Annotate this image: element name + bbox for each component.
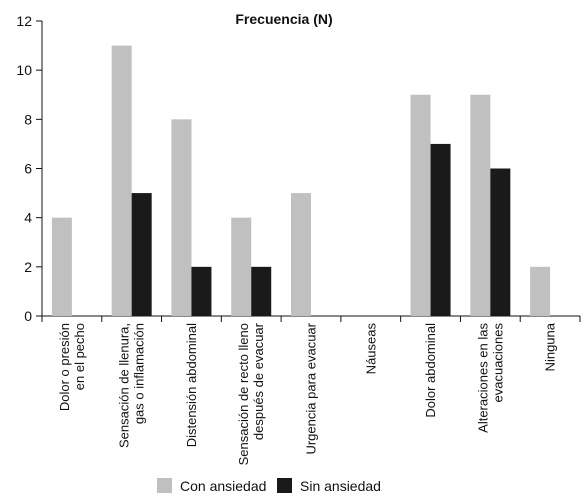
bar-sin-ansiedad [430, 143, 451, 316]
y-tick-label: 10 [16, 62, 32, 78]
category-label: gas o inflamación [132, 323, 147, 424]
y-tick-label: 0 [24, 308, 32, 324]
bar-con-ansiedad [530, 266, 551, 316]
chart-title: Frecuencia (N) [235, 11, 332, 27]
bar-con-ansiedad [291, 193, 311, 316]
category-label: Ninguna [543, 322, 558, 371]
category-label: Distensión abdominal [184, 323, 199, 447]
bar-con-ansiedad [231, 217, 252, 316]
category-label: Sensación de llenura, [117, 323, 132, 448]
y-tick-label: 2 [24, 259, 32, 275]
bar-con-ansiedad [470, 94, 491, 316]
y-tick-label: 4 [24, 210, 32, 226]
category-label: Dolor o presión [57, 323, 72, 411]
bar-sin-ansiedad [251, 266, 272, 316]
legend-label-sin-ansiedad: Sin ansiedad [300, 478, 381, 494]
category-label: después de evacuar [251, 322, 266, 440]
category-label: Urgencia para evacuar [304, 322, 319, 454]
legend-label-con-ansiedad: Con ansiedad [180, 478, 266, 494]
legend: Con ansiedad Sin ansiedad [157, 478, 381, 494]
category-label: Dolor abdominal [423, 323, 438, 418]
bars-group [51, 45, 551, 316]
y-tick-label: 6 [24, 161, 32, 177]
category-label: Alteraciones en las [475, 323, 490, 433]
category-label: Náuseas [363, 323, 378, 375]
category-label: en el pecho [72, 323, 87, 390]
bar-con-ansiedad [410, 94, 431, 316]
category-labels: Dolor o presión en el pecho Sensación de l… [57, 322, 558, 465]
y-tick-label: 8 [24, 111, 32, 127]
y-tick-label: 12 [16, 13, 32, 29]
bar-con-ansiedad [51, 217, 72, 316]
bar-con-ansiedad [171, 119, 192, 316]
legend-swatch-sin-ansiedad [277, 478, 292, 493]
category-label: evacuaciones [490, 323, 505, 403]
bar-con-ansiedad [111, 45, 132, 316]
bar-sin-ansiedad [191, 266, 212, 316]
bar-sin-ansiedad [490, 168, 511, 316]
bar-sin-ansiedad [131, 193, 152, 316]
category-label: Sensación de recto lleno [236, 323, 251, 465]
legend-swatch-con-ansiedad [157, 478, 172, 493]
